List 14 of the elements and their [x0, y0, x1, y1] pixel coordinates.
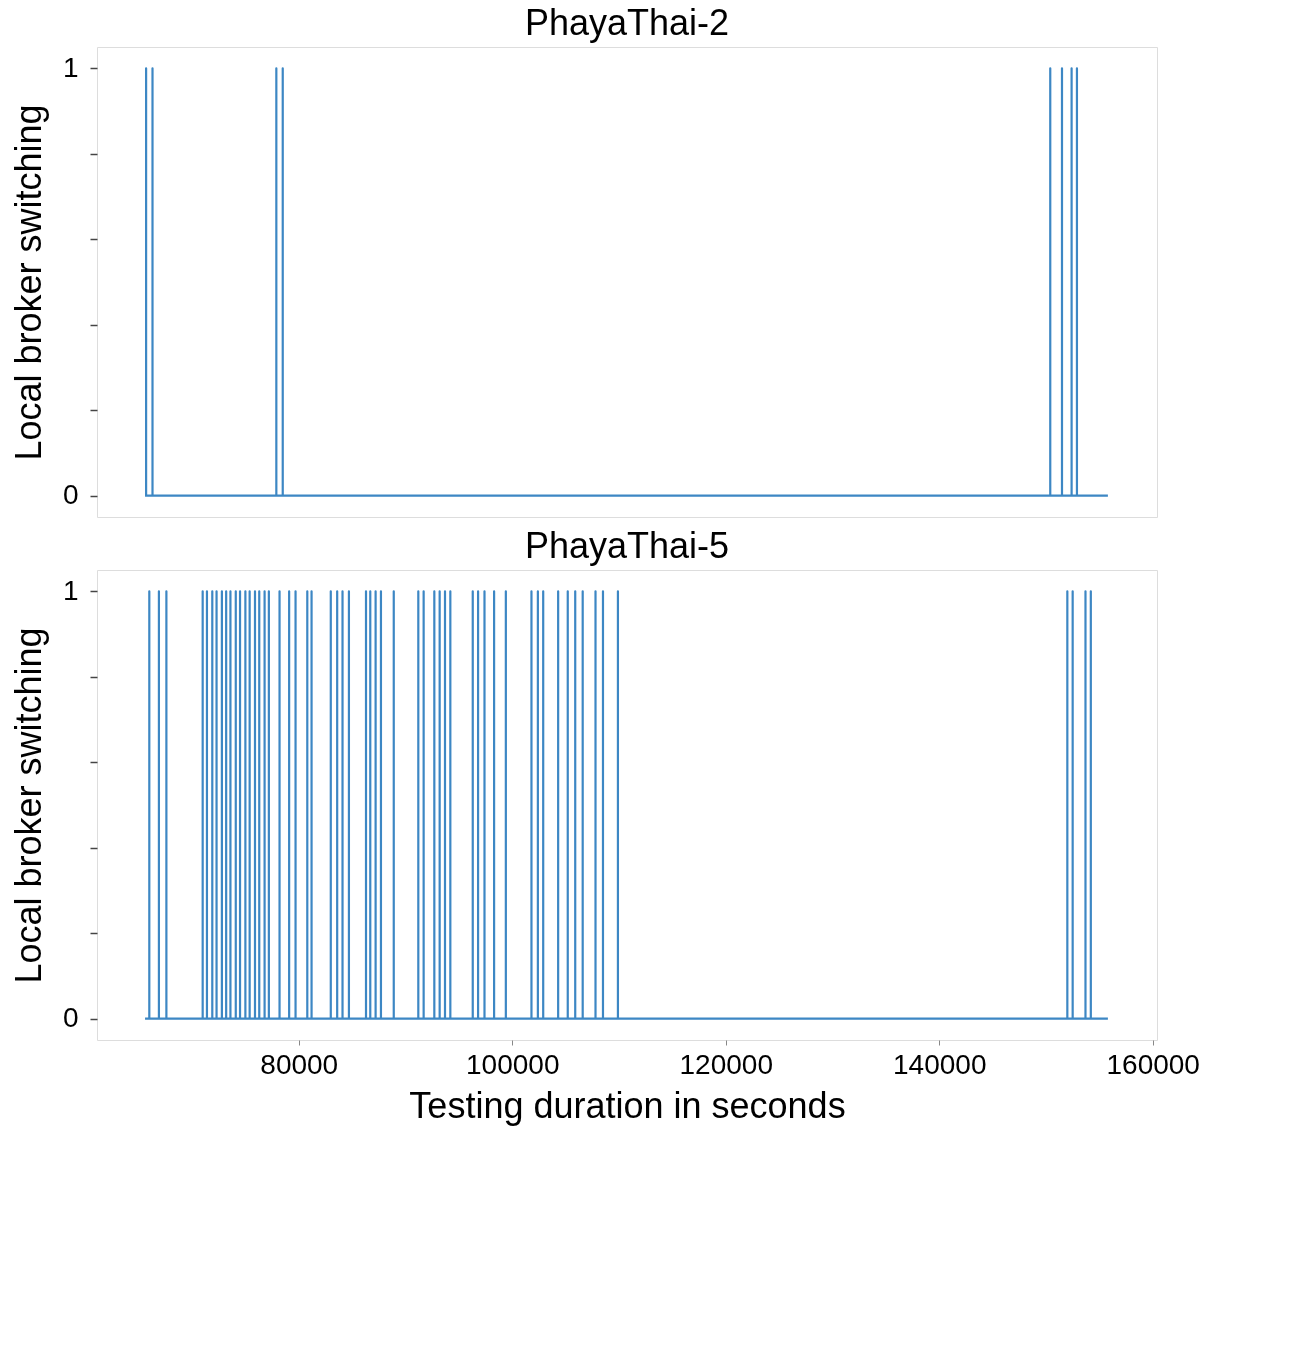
y-tick-label: 0	[62, 479, 79, 511]
x-tick-label: 140000	[893, 1048, 987, 1080]
y-tick-label: 0	[62, 1002, 79, 1034]
x-tick-label: 160000	[1106, 1048, 1200, 1080]
y-axis-title: Local broker switching	[7, 104, 49, 461]
x-tick-label: 120000	[679, 1048, 773, 1080]
x-axis-title: Testing duration in seconds	[409, 1084, 846, 1126]
chart-title: PhayaThai-2	[524, 2, 730, 43]
chart-title: PhayaThai-5	[524, 525, 730, 566]
y-tick-label: 1	[62, 574, 79, 606]
x-tick-label: 100000	[466, 1048, 560, 1080]
y-axis-title: Local broker switching	[7, 627, 49, 984]
y-tick-label: 1	[62, 51, 79, 83]
x-tick-label: 80000	[260, 1048, 339, 1080]
